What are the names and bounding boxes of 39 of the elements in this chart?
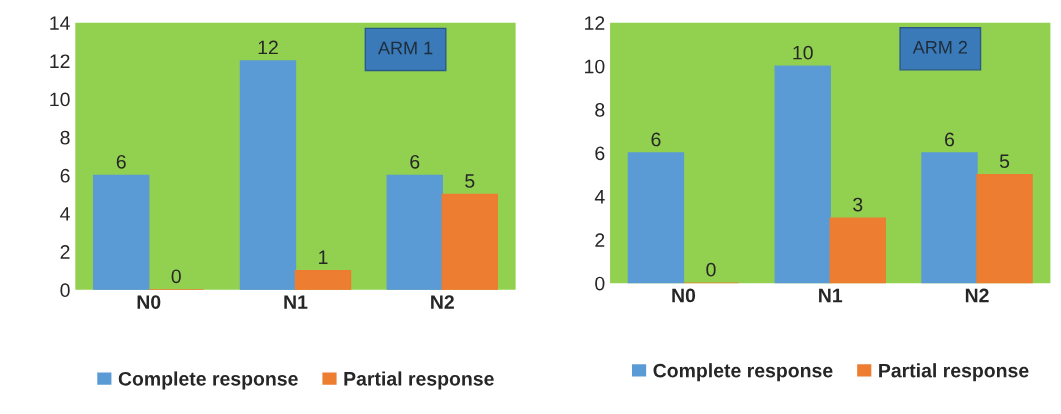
y-tick-label: 12 xyxy=(50,54,70,68)
data-label: 12 xyxy=(258,40,278,55)
data-label: 5 xyxy=(999,154,1010,169)
data-label: 1 xyxy=(319,250,328,264)
data-label: 0 xyxy=(706,262,716,277)
data-label: 3 xyxy=(853,197,863,212)
y-tick-label: 0 xyxy=(595,276,605,291)
data-label: 6 xyxy=(116,154,126,169)
x-tick-label: N1 xyxy=(819,288,843,303)
text: ARM 1 xyxy=(378,41,433,55)
data-label: 0 xyxy=(171,269,181,284)
legend-label: Partial response xyxy=(879,363,1029,382)
y-tick-label: 10 xyxy=(50,92,70,107)
y-tick-label: 8 xyxy=(60,130,70,145)
data-label: 6 xyxy=(651,132,661,147)
legend-label: Complete response xyxy=(118,371,298,390)
text: ARM 2 xyxy=(912,40,967,54)
y-tick-label: 2 xyxy=(60,245,70,259)
y-tick-label: 2 xyxy=(595,233,605,247)
x-tick-label: N1 xyxy=(284,295,308,309)
data-label: 10 xyxy=(793,45,813,60)
x-tick-label: N0 xyxy=(672,288,696,303)
y-tick-label: 6 xyxy=(60,168,70,183)
x-tick-label: N2 xyxy=(965,288,989,303)
legend-label: Complete response xyxy=(653,363,833,382)
x-tick-label: N0 xyxy=(137,295,161,309)
x-tick-label: N2 xyxy=(431,295,454,309)
legend-label: Partial response xyxy=(344,371,494,390)
y-tick-label: 0 xyxy=(60,283,70,298)
y-tick-label: 12 xyxy=(585,16,605,30)
data-label: 6 xyxy=(410,154,420,169)
data-label: 6 xyxy=(945,132,955,147)
data-label: 5 xyxy=(465,174,475,188)
y-tick-label: 4 xyxy=(594,190,605,204)
y-tick-label: 8 xyxy=(595,103,605,117)
y-tick-label: 4 xyxy=(60,207,70,221)
y-tick-label: 10 xyxy=(585,59,605,74)
y-tick-label: 14 xyxy=(50,16,70,30)
y-tick-label: 6 xyxy=(595,146,605,161)
